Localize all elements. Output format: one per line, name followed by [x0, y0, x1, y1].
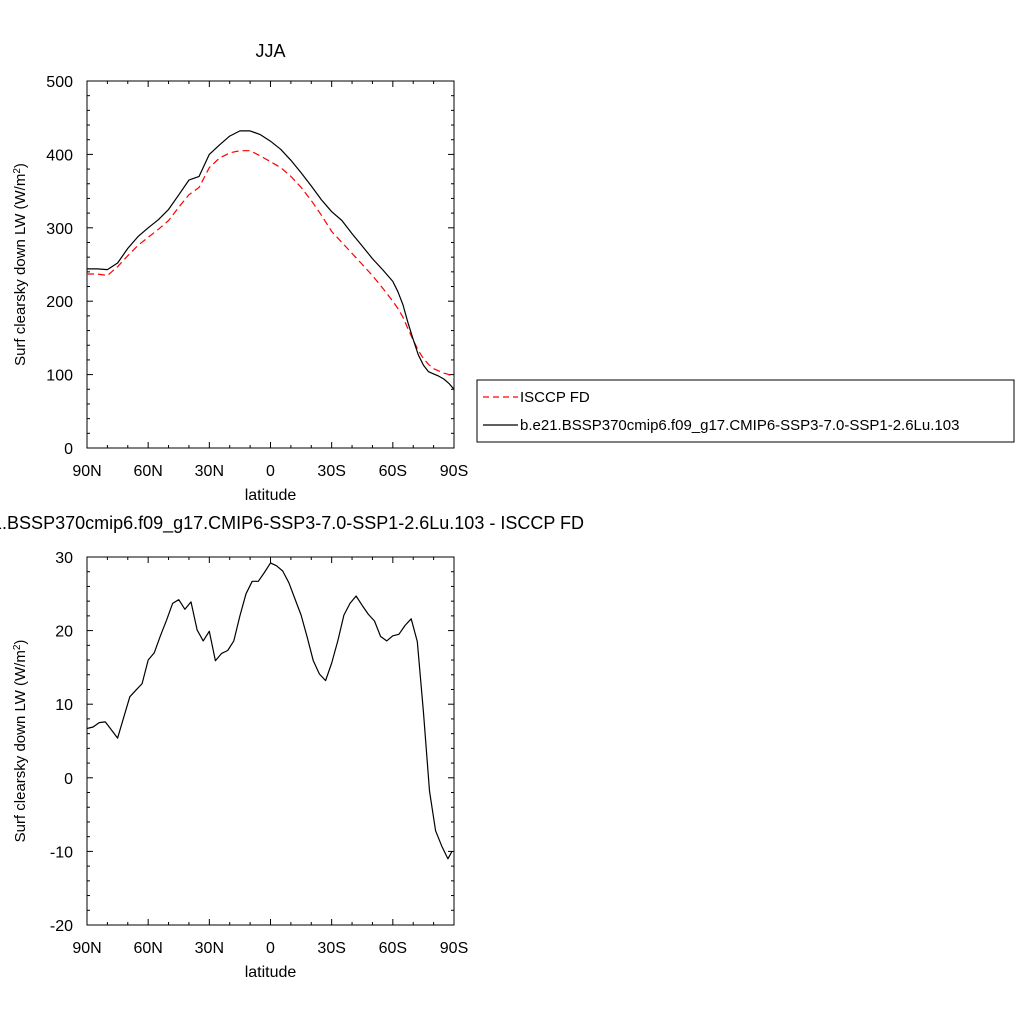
x-tick-label: 0	[266, 463, 275, 480]
top-y-axis-label: Surf clearsky down LW (W/m2)	[12, 163, 30, 366]
bottom-chart-title: b.e21.BSSP370cmip6.f09_g17.CMIP6-SSP3-7.…	[0, 513, 584, 534]
legend-entry-isccp: ISCCP FD	[520, 389, 590, 406]
bottom-x-axis: 90N 60N 30N 0 30S 60S 90S	[72, 557, 468, 957]
bottom-ylabel-main: Surf clearsky down LW (W/m	[12, 650, 29, 842]
x-tick-label: 60S	[379, 940, 407, 957]
y-tick-label: 500	[46, 74, 73, 91]
legend: ISCCP FD b.e21.BSSP370cmip6.f09_g17.CMIP…	[476, 379, 1015, 443]
x-tick-label: 30S	[317, 940, 345, 957]
bottom-plot-frame	[86, 556, 455, 926]
top-ylabel-main: Surf clearsky down LW (W/m	[12, 174, 29, 366]
top-series-group	[87, 130, 455, 390]
bottom-series-group	[86, 562, 453, 860]
y-tick-label: -10	[50, 844, 73, 861]
y-tick-label: 0	[64, 771, 73, 788]
legend-entry-model: b.e21.BSSP370cmip6.f09_g17.CMIP6-SSP3-7.…	[520, 417, 959, 434]
top-y-axis: 0 100 200 300 400 500	[46, 74, 454, 458]
y-tick-label: -20	[50, 918, 73, 935]
y-tick-label: 10	[55, 697, 73, 714]
x-tick-label: 30S	[317, 463, 345, 480]
y-tick-label: 20	[55, 624, 73, 641]
y-tick-label: 0	[64, 441, 73, 458]
top-ylabel-close: )	[12, 163, 29, 168]
top-plot-frame	[86, 80, 455, 449]
legend-box	[476, 379, 1015, 443]
bottom-ylabel-sup: 2	[12, 644, 23, 650]
y-tick-label: 400	[46, 147, 73, 164]
y-tick-label: 200	[46, 294, 73, 311]
bottom-y-axis-label: Surf clearsky down LW (W/m2)	[12, 640, 30, 843]
y-tick-label: 100	[46, 368, 73, 385]
x-tick-label: 90N	[72, 940, 101, 957]
top-x-axis-label: latitude	[245, 487, 297, 504]
top-ylabel-sup: 2	[12, 168, 23, 174]
x-tick-label: 90S	[440, 463, 468, 480]
y-tick-label: 30	[55, 550, 73, 567]
x-tick-label: 60S	[379, 463, 407, 480]
x-tick-label: 0	[266, 940, 275, 957]
top-series-line-1	[87, 130, 455, 390]
top-chart-title: JJA	[255, 41, 285, 61]
x-tick-label: 90N	[72, 463, 101, 480]
y-tick-label: 300	[46, 221, 73, 238]
x-tick-label: 90S	[440, 940, 468, 957]
bot-series-line-0	[86, 562, 453, 860]
bottom-ylabel-close: )	[12, 640, 29, 645]
x-tick-label: 30N	[195, 940, 224, 957]
bottom-x-axis-label: latitude	[245, 964, 297, 981]
bottom-chart: b.e21.BSSP370cmip6.f09_g17.CMIP6-SSP3-7.…	[0, 513, 584, 981]
x-tick-label: 30N	[195, 463, 224, 480]
top-series-line-0	[87, 150, 455, 379]
x-tick-label: 60N	[133, 940, 162, 957]
top-x-axis: 90N 60N 30N 0 30S 60S 90S	[72, 81, 468, 480]
bottom-y-axis: -20 -10 0 10 20 30	[50, 550, 454, 935]
x-tick-label: 60N	[133, 463, 162, 480]
top-chart: JJA 90N 60N 30N 0 30S 60S 90S 0 100 200 300 400 500…	[12, 41, 469, 504]
